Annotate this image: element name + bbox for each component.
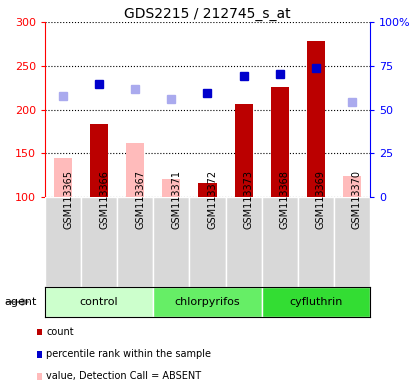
Bar <box>306 41 324 197</box>
Text: GSM113369: GSM113369 <box>315 170 325 229</box>
Bar <box>234 104 252 197</box>
Bar <box>81 197 117 287</box>
Bar <box>54 157 72 197</box>
Title: GDS2215 / 212745_s_at: GDS2215 / 212745_s_at <box>124 7 290 21</box>
Bar <box>126 143 144 197</box>
Text: GSM113372: GSM113372 <box>207 170 217 229</box>
Text: GSM113366: GSM113366 <box>99 170 109 229</box>
Text: GSM113365: GSM113365 <box>63 170 73 229</box>
Text: chlorpyrifos: chlorpyrifos <box>174 297 240 307</box>
Bar <box>342 176 360 197</box>
Bar <box>261 287 369 317</box>
Text: control: control <box>80 297 118 307</box>
Text: agent: agent <box>4 297 37 307</box>
Bar <box>90 124 108 197</box>
Bar <box>162 179 180 197</box>
Text: percentile rank within the sample: percentile rank within the sample <box>46 349 211 359</box>
Bar <box>198 183 216 197</box>
Bar <box>297 197 333 287</box>
Bar <box>153 287 261 317</box>
Text: GSM113373: GSM113373 <box>243 170 253 229</box>
Text: count: count <box>46 327 74 337</box>
Text: cyfluthrin: cyfluthrin <box>288 297 342 307</box>
Bar <box>261 197 297 287</box>
Bar <box>189 197 225 287</box>
Bar <box>117 197 153 287</box>
Bar <box>153 197 189 287</box>
Text: GSM113368: GSM113368 <box>279 170 289 229</box>
Text: GSM113371: GSM113371 <box>171 170 181 229</box>
Bar <box>45 197 81 287</box>
Text: value, Detection Call = ABSENT: value, Detection Call = ABSENT <box>46 371 201 381</box>
Bar <box>270 87 288 197</box>
Bar <box>225 197 261 287</box>
Text: GSM113370: GSM113370 <box>351 170 361 229</box>
Bar <box>45 287 153 317</box>
Bar <box>333 197 369 287</box>
Text: GSM113367: GSM113367 <box>135 170 145 229</box>
